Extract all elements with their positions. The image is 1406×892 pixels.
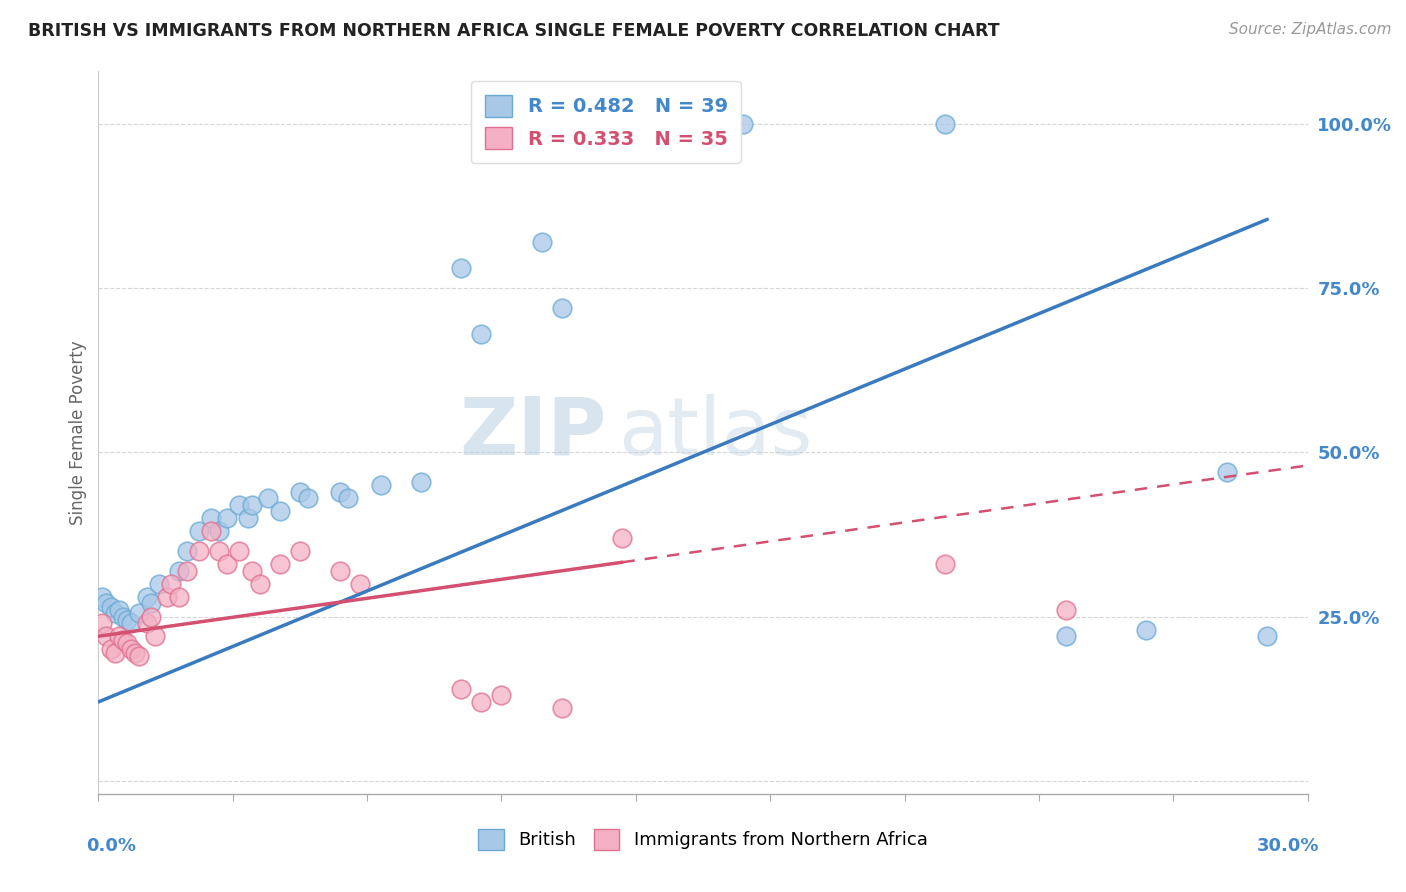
Point [1054, 629, 1077, 643]
Point [450, 261, 472, 276]
Point [200, 524, 222, 538]
Point [167, 564, 190, 578]
Point [329, 564, 352, 578]
Point [176, 544, 198, 558]
Point [1216, 465, 1239, 479]
Point [139, 596, 162, 610]
Point [530, 235, 553, 249]
Point [1054, 603, 1077, 617]
Point [236, 511, 259, 525]
Point [269, 557, 291, 571]
Point [1256, 629, 1278, 643]
Point [91, 616, 114, 631]
Point [96, 629, 118, 643]
Point [124, 646, 146, 660]
Point [470, 327, 492, 342]
Point [269, 504, 291, 518]
Point [156, 590, 179, 604]
Point [103, 646, 125, 660]
Point [188, 524, 211, 538]
Point [249, 576, 271, 591]
Point [139, 609, 162, 624]
Point [288, 484, 311, 499]
Point [120, 642, 142, 657]
Point [491, 689, 513, 703]
Point [107, 629, 129, 643]
Text: Source: ZipAtlas.com: Source: ZipAtlas.com [1229, 22, 1392, 37]
Point [135, 616, 157, 631]
Point [143, 629, 166, 643]
Point [934, 557, 956, 571]
Point [128, 607, 150, 621]
Point [217, 557, 239, 571]
Point [96, 596, 118, 610]
Point [450, 681, 472, 696]
Point [135, 590, 157, 604]
Point [208, 524, 231, 538]
Point [1135, 623, 1157, 637]
Point [128, 648, 150, 663]
Point [167, 590, 190, 604]
Point [188, 544, 211, 558]
Y-axis label: Single Female Poverty: Single Female Poverty [69, 341, 87, 524]
Point [120, 616, 142, 631]
Point [100, 642, 122, 657]
Point [115, 613, 138, 627]
Point [297, 491, 319, 506]
Point [409, 475, 432, 489]
Text: BRITISH VS IMMIGRANTS FROM NORTHERN AFRICA SINGLE FEMALE POVERTY CORRELATION CHA: BRITISH VS IMMIGRANTS FROM NORTHERN AFRI… [28, 22, 1000, 40]
Point [256, 491, 278, 506]
Point [111, 609, 134, 624]
Point [733, 117, 755, 131]
Point [349, 576, 371, 591]
Point [160, 576, 183, 591]
Point [288, 544, 311, 558]
Point [470, 695, 492, 709]
Point [200, 511, 222, 525]
Point [934, 117, 956, 131]
Point [329, 484, 352, 499]
Point [115, 636, 138, 650]
Point [103, 607, 125, 621]
Legend: British, Immigrants from Northern Africa: British, Immigrants from Northern Africa [471, 822, 935, 857]
Point [217, 511, 239, 525]
Point [111, 632, 134, 647]
Point [100, 599, 122, 614]
Text: ZIP: ZIP [458, 393, 606, 472]
Point [148, 576, 170, 591]
Point [228, 544, 250, 558]
Point [176, 564, 198, 578]
Point [551, 301, 574, 315]
Text: 0.0%: 0.0% [86, 838, 136, 855]
Point [107, 603, 129, 617]
Text: atlas: atlas [619, 393, 813, 472]
Point [370, 478, 392, 492]
Point [240, 498, 263, 512]
Point [91, 590, 114, 604]
Point [337, 491, 360, 506]
Point [208, 544, 231, 558]
Point [240, 564, 263, 578]
Point [551, 701, 574, 715]
Point [228, 498, 250, 512]
Point [612, 531, 634, 545]
Text: 30.0%: 30.0% [1257, 838, 1320, 855]
